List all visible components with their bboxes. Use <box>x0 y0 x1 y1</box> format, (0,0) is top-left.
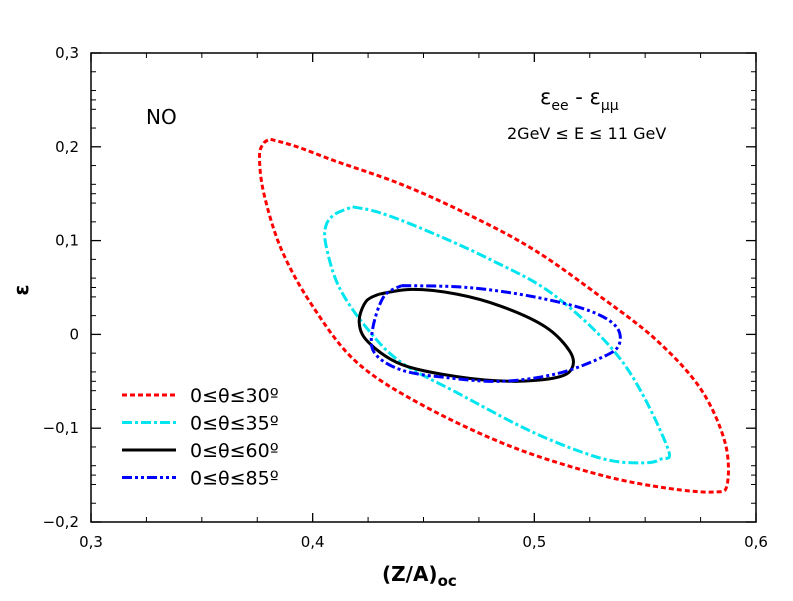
x-tick-label: 0,5 <box>522 533 546 551</box>
x-axis-title: (Z/A)oc <box>382 562 457 590</box>
x-axis-title-main: (Z/A) <box>382 562 438 586</box>
energy-range-label: 2GeV ≤ E ≤ 11 GeV <box>507 124 666 143</box>
y-tick-label: 0,1 <box>55 232 79 250</box>
x-tick-label: 0,3 <box>79 533 103 551</box>
axis-ticks: 0,3 0,4 0,5 0,6 −0,2 −0,1 0 0,1 0,2 0,3 <box>43 44 768 551</box>
x-axis-title-sub: oc <box>438 572 457 590</box>
legend-label: 0≤θ≤30º <box>190 385 279 407</box>
legend: 0≤θ≤30º 0≤θ≤35º 0≤θ≤60º 0≤θ≤85º <box>122 385 279 490</box>
y-tick-label: 0,2 <box>55 138 79 156</box>
y-axis-title: ε <box>9 284 33 295</box>
series-line <box>369 284 622 383</box>
legend-label: 0≤θ≤35º <box>190 413 279 435</box>
ordering-label: NO <box>146 105 177 129</box>
series-line <box>257 137 730 494</box>
series-line <box>357 287 575 383</box>
x-tick-label: 0,6 <box>744 533 768 551</box>
x-tick-label: 0,4 <box>301 533 325 551</box>
legend-label: 0≤θ≤85º <box>190 468 279 490</box>
y-tick-label: −0,2 <box>43 513 79 531</box>
channel-dash: - <box>569 85 590 109</box>
channel-sub-ee: ee <box>551 98 568 114</box>
y-tick-label: −0,1 <box>43 419 79 437</box>
series-layer <box>257 137 730 494</box>
legend-label: 0≤θ≤60º <box>190 440 279 462</box>
channel-epsilon-2: ε <box>590 85 601 109</box>
series-line <box>323 205 672 465</box>
y-tick-label: 0 <box>69 325 79 343</box>
channel-label: εee - εμμ <box>540 85 619 114</box>
channel-epsilon-1: ε <box>540 85 551 109</box>
channel-sub-mumu: μμ <box>601 98 619 114</box>
y-tick-label: 0,3 <box>55 44 79 62</box>
